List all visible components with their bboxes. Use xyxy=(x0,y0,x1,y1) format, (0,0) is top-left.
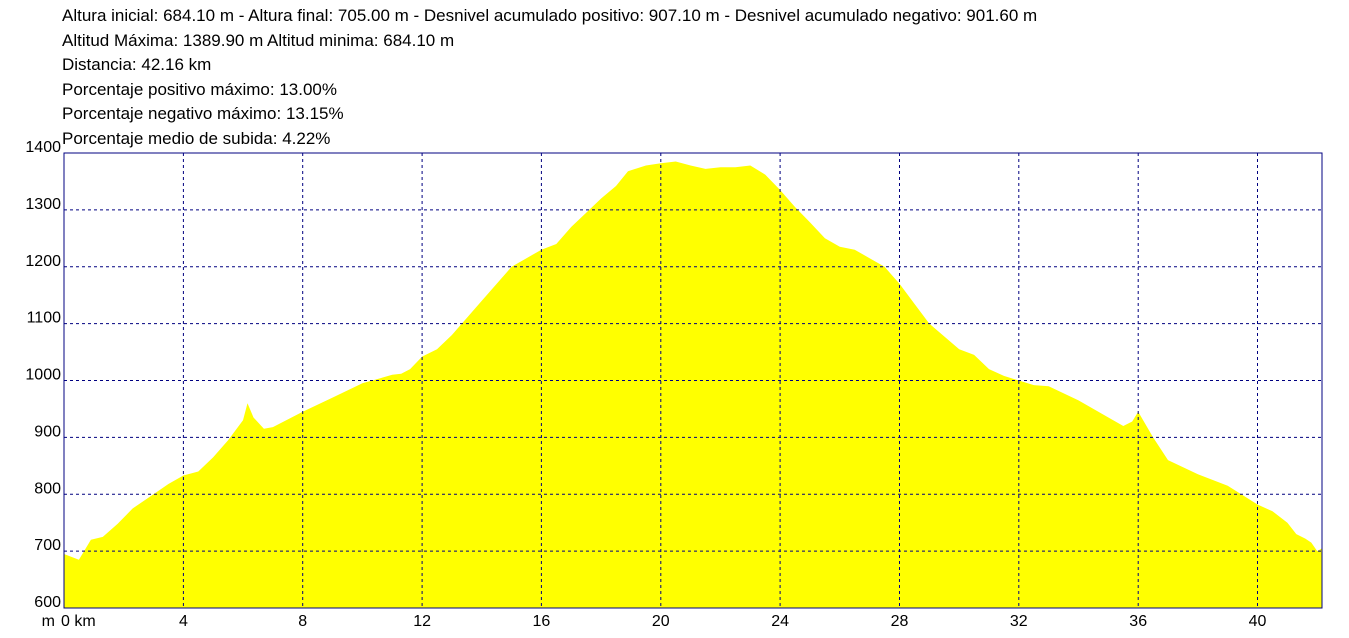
x-tick-label: 20 xyxy=(652,613,670,630)
x-tick-label: 4 xyxy=(179,613,188,630)
x-tick-label: 28 xyxy=(891,613,909,630)
plot-area xyxy=(63,152,1323,609)
x-tick-label: 0 km xyxy=(61,613,96,630)
y-tick-label: 700 xyxy=(34,537,61,554)
y-tick-label: 1000 xyxy=(25,367,61,384)
x-tick-label: 8 xyxy=(298,613,307,630)
stats-line-mean-climb: Porcentaje medio de subida: 4.22% xyxy=(62,128,331,148)
y-unit-label: m xyxy=(42,613,55,630)
stats-line-max-positive: Porcentaje positivo máximo: 13.00% xyxy=(62,79,337,99)
axis-labels: 600 700 800 900 1000 1100 1200 1300 1400 m 0 km 4 8 1… xyxy=(25,139,1266,630)
y-tick-label: 900 xyxy=(34,423,61,440)
x-tick-label: 24 xyxy=(771,613,789,630)
x-tick-label: 12 xyxy=(413,613,431,630)
stats-line-heights: Altura inicial: 684.10 m - Altura final:… xyxy=(62,6,1038,25)
x-tick-label: 32 xyxy=(1010,613,1028,630)
y-tick-label: 1300 xyxy=(25,196,61,213)
x-tick-label: 16 xyxy=(533,613,551,630)
stats-panel: Altura inicial: 684.10 m - Altura final:… xyxy=(62,4,1037,152)
stats-line-distance: Distancia: 42.16 km xyxy=(62,55,212,75)
x-tick-label: 40 xyxy=(1249,613,1267,630)
x-tick-label: 36 xyxy=(1129,613,1147,630)
plot-frame xyxy=(63,152,1323,609)
stats-line-altitude: Altitud Máxima: 1389.90 m Altitud minima… xyxy=(62,30,455,50)
y-tick-label: 800 xyxy=(34,480,61,497)
stats-line-max-negative: Porcentaje negativo máximo: 13.15% xyxy=(62,104,344,124)
y-tick-label: 1400 xyxy=(25,139,61,156)
y-tick-label: 1100 xyxy=(27,310,62,327)
elevation-area xyxy=(64,161,1322,608)
y-tick-label: 1200 xyxy=(25,253,61,270)
y-tick-label: 600 xyxy=(34,594,61,611)
